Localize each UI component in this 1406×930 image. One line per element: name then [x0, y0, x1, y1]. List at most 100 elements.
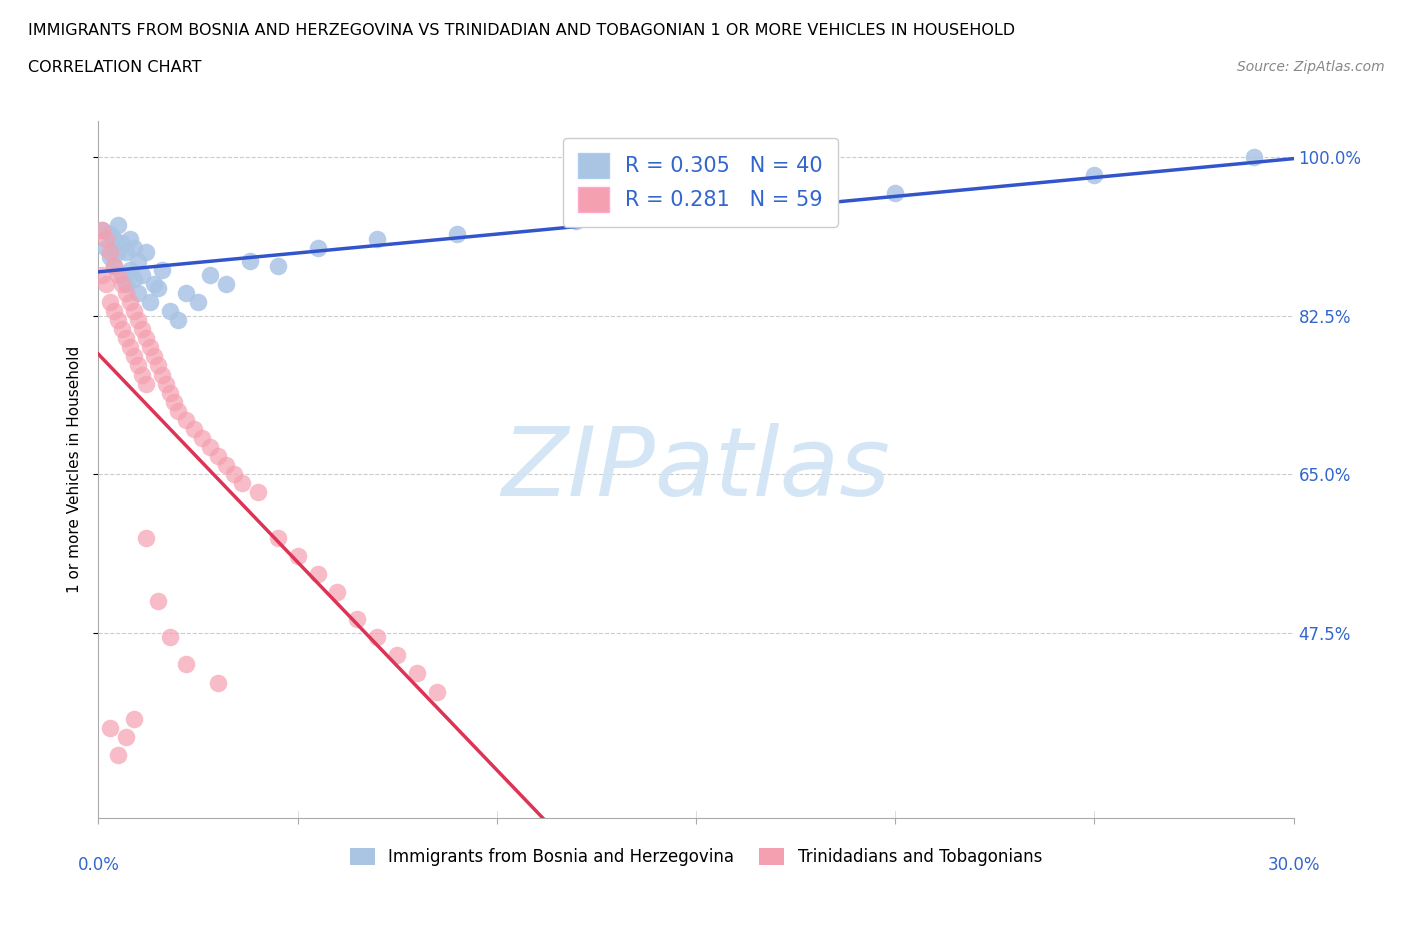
Point [143, 349, 166, 364]
Point [127, 312, 149, 327]
Point [115, 286, 138, 300]
Point [91, 222, 114, 237]
Point [139, 340, 162, 355]
Point [124, 272, 146, 286]
Point [159, 304, 181, 319]
Point [107, 312, 129, 327]
Point [346, 612, 368, 627]
Point [111, 235, 134, 250]
Point [163, 394, 186, 409]
Point [148, 593, 170, 608]
Point [159, 385, 181, 400]
Point [239, 254, 262, 269]
Point [159, 630, 181, 644]
Point [198, 440, 221, 455]
Point [103, 259, 125, 273]
Text: ZIPatlas: ZIPatlas [502, 423, 890, 516]
Point [127, 358, 149, 373]
Point [565, 213, 588, 228]
Point [884, 186, 907, 201]
Text: 0.0%: 0.0% [77, 856, 120, 873]
Point [103, 232, 125, 246]
Point [167, 312, 190, 327]
Point [267, 259, 290, 273]
Point [120, 340, 142, 355]
Point [231, 476, 253, 491]
Text: IMMIGRANTS FROM BOSNIA AND HERZEGOVINA VS TRINIDADIAN AND TOBAGONIAN 1 OR MORE V: IMMIGRANTS FROM BOSNIA AND HERZEGOVINA V… [28, 23, 1015, 38]
Point [307, 240, 329, 255]
Point [246, 485, 269, 499]
Point [215, 458, 238, 472]
Point [326, 584, 349, 599]
Point [222, 467, 245, 482]
Point [115, 245, 138, 259]
Point [91, 222, 114, 237]
Point [107, 245, 129, 259]
Point [155, 376, 177, 391]
Point [98, 249, 122, 264]
Point [150, 367, 173, 382]
Text: 30.0%: 30.0% [1267, 856, 1320, 873]
Point [135, 530, 157, 545]
Point [124, 240, 146, 255]
Point [287, 549, 309, 564]
Point [107, 748, 129, 763]
Point [446, 227, 468, 242]
Point [96, 240, 118, 255]
Point [115, 729, 138, 744]
Point [124, 711, 146, 726]
Point [103, 304, 125, 319]
Point [174, 657, 197, 671]
Point [115, 276, 138, 291]
Point [406, 666, 429, 681]
Text: Source: ZipAtlas.com: Source: ZipAtlas.com [1237, 60, 1385, 74]
Point [183, 421, 205, 436]
Point [120, 263, 142, 278]
Point [135, 331, 157, 346]
Point [1243, 150, 1265, 165]
Point [124, 349, 146, 364]
Point [127, 254, 149, 269]
Point [98, 721, 122, 736]
Point [148, 281, 170, 296]
Point [131, 268, 153, 283]
Point [366, 232, 388, 246]
Point [366, 630, 388, 644]
Point [96, 276, 118, 291]
Point [131, 367, 153, 382]
Point [127, 286, 149, 300]
Point [91, 268, 114, 283]
Point [98, 245, 122, 259]
Point [215, 276, 238, 291]
Point [1083, 167, 1105, 182]
Point [111, 276, 134, 291]
Point [135, 376, 157, 391]
Text: CORRELATION CHART: CORRELATION CHART [28, 60, 201, 75]
Point [139, 295, 162, 310]
Point [120, 295, 142, 310]
Point [111, 322, 134, 337]
Point [148, 358, 170, 373]
Point [207, 675, 229, 690]
Point [131, 322, 153, 337]
Point [385, 648, 409, 663]
Point [120, 232, 142, 246]
Point [96, 232, 118, 246]
Point [124, 304, 146, 319]
Point [98, 227, 122, 242]
Point [103, 259, 125, 273]
Point [98, 295, 122, 310]
Point [107, 218, 129, 232]
Point [267, 530, 290, 545]
Point [111, 268, 134, 283]
Point [704, 200, 727, 215]
Point [115, 331, 138, 346]
Point [143, 276, 166, 291]
Point [150, 263, 173, 278]
Point [307, 566, 329, 581]
Point [174, 412, 197, 427]
Point [198, 268, 221, 283]
Point [135, 245, 157, 259]
Point [426, 684, 449, 699]
Y-axis label: 1 or more Vehicles in Household: 1 or more Vehicles in Household [67, 346, 83, 593]
